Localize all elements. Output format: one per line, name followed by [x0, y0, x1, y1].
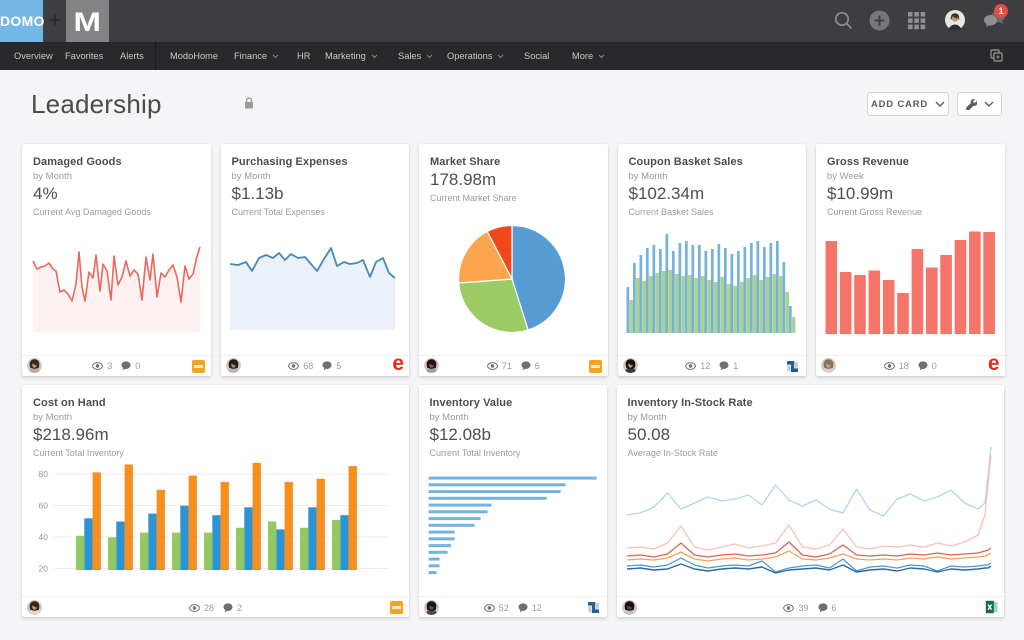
svg-text:60: 60: [39, 501, 49, 511]
svg-text:80: 80: [39, 469, 49, 479]
svg-text:20: 20: [39, 564, 49, 574]
svg-text:40: 40: [39, 532, 49, 542]
